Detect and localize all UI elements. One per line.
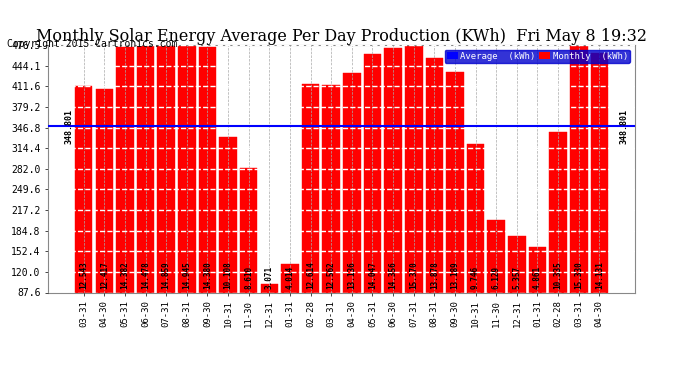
Bar [467, 144, 484, 348]
Bar [384, 48, 402, 348]
Bar [405, 27, 422, 348]
Bar [157, 38, 175, 348]
Bar [508, 236, 526, 348]
Text: 10.335: 10.335 [553, 262, 562, 290]
Bar [570, 28, 587, 348]
Text: 14.380: 14.380 [203, 262, 212, 290]
Text: 15.330: 15.330 [574, 262, 583, 290]
Legend: Average  (kWh), Monthly  (kWh): Average (kWh), Monthly (kWh) [444, 50, 630, 63]
Text: 14.478: 14.478 [141, 262, 150, 290]
Text: 12.543: 12.543 [79, 262, 88, 290]
Text: 12.562: 12.562 [327, 262, 336, 290]
Bar [343, 74, 361, 348]
Text: 8.610: 8.610 [244, 266, 253, 290]
Text: 14.131: 14.131 [595, 262, 604, 290]
Bar [302, 84, 319, 348]
Text: 13.189: 13.189 [451, 262, 460, 290]
Title: Monthly Solar Energy Average Per Day Production (KWh)  Fri May 8 19:32: Monthly Solar Energy Average Per Day Pro… [36, 28, 647, 45]
Text: 15.370: 15.370 [409, 262, 418, 290]
Text: 5.357: 5.357 [513, 266, 522, 290]
Text: 10.108: 10.108 [224, 262, 233, 290]
Bar [529, 247, 546, 348]
Text: Copyright 2015 Cartronics.com: Copyright 2015 Cartronics.com [7, 39, 177, 50]
Bar [282, 264, 299, 348]
Text: 348.801: 348.801 [620, 109, 629, 144]
Bar [364, 54, 382, 348]
Text: 4.014: 4.014 [286, 266, 295, 290]
Bar [116, 47, 134, 348]
Bar [178, 36, 196, 348]
Text: 12.417: 12.417 [100, 262, 109, 290]
Bar [199, 48, 216, 348]
Bar [137, 45, 155, 348]
Bar [219, 137, 237, 348]
Bar [549, 132, 567, 348]
Text: 9.746: 9.746 [471, 266, 480, 290]
Bar [240, 168, 257, 348]
Text: 14.382: 14.382 [121, 262, 130, 290]
Text: 13.136: 13.136 [347, 262, 356, 290]
Text: 348.801: 348.801 [64, 109, 73, 144]
Bar [487, 220, 505, 348]
Text: 14.859: 14.859 [161, 262, 170, 290]
Text: 14.945: 14.945 [182, 262, 191, 290]
Bar [446, 72, 464, 348]
Text: 14.047: 14.047 [368, 262, 377, 290]
Text: 12.614: 12.614 [306, 262, 315, 290]
Bar [322, 86, 340, 348]
Bar [261, 284, 278, 348]
Text: 13.878: 13.878 [430, 262, 439, 290]
Text: 3.071: 3.071 [265, 266, 274, 290]
Text: 4.861: 4.861 [533, 266, 542, 290]
Bar [426, 58, 443, 348]
Text: 14.356: 14.356 [388, 262, 397, 290]
Bar [591, 53, 608, 348]
Bar [96, 88, 113, 348]
Text: 6.129: 6.129 [492, 266, 501, 290]
Bar [75, 86, 92, 348]
